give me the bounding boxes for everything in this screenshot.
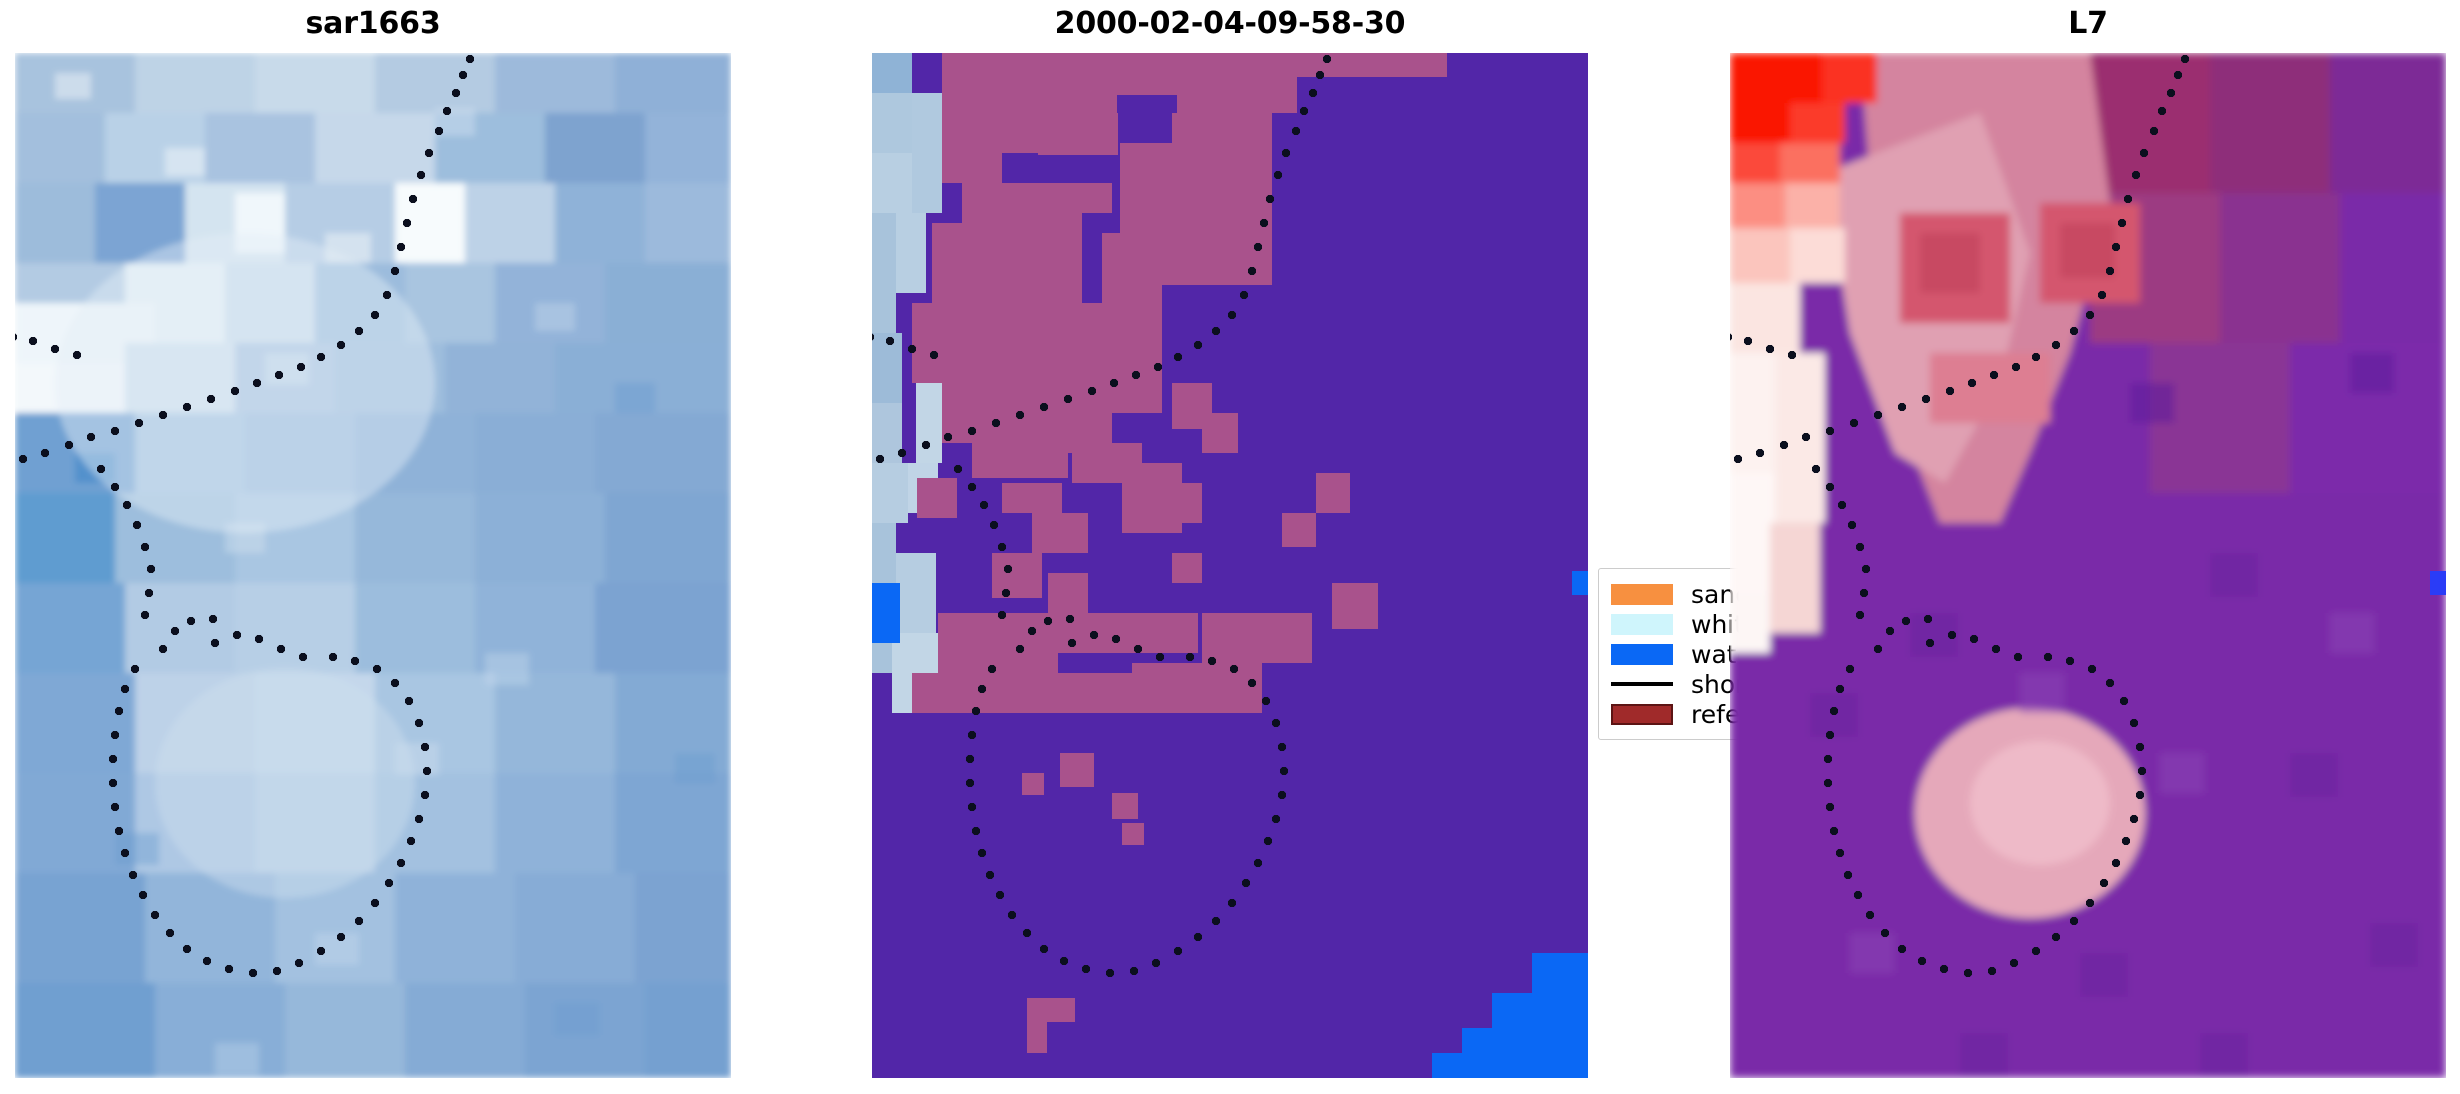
shoreline-dots-classified: [872, 54, 1332, 978]
panel-title-l7: L7: [2068, 6, 2108, 41]
l7-image: [1730, 53, 2446, 1078]
legend-swatch-water: [1611, 643, 1673, 665]
unclassified-region: [872, 53, 942, 713]
panel-l7-title-wrap: L7: [1730, 0, 2446, 48]
class-patches: [912, 53, 1447, 713]
panel-title-sar: sar1663: [305, 6, 441, 41]
panel-sar-title-wrap: sar1663: [15, 0, 731, 48]
panel-title-classified: 2000-02-04-09-58-30: [1054, 6, 1406, 41]
panel-sar: [15, 53, 731, 1078]
classification-image: [872, 53, 1588, 1078]
shoreline-dots-l7: [1730, 54, 2190, 978]
legend-swatch-shoreline: [1611, 674, 1673, 695]
panel-classified: [872, 53, 1588, 1078]
water-region-bottomright: [1432, 953, 1588, 1078]
panel-classified-title-wrap: 2000-02-04-09-58-30: [872, 0, 1588, 48]
l7-water-pixel: [2430, 571, 2446, 595]
water-pixel-right: [1572, 571, 1588, 595]
legend-swatch-whitewater: [1611, 613, 1673, 635]
water-pixel-left: [872, 583, 900, 643]
legend-swatch-reference: [1611, 703, 1673, 725]
legend-swatch-sand: [1611, 583, 1673, 605]
panel-l7: [1730, 53, 2446, 1078]
sar-image: [15, 53, 731, 1078]
shoreline-dots-sar: [15, 54, 475, 978]
